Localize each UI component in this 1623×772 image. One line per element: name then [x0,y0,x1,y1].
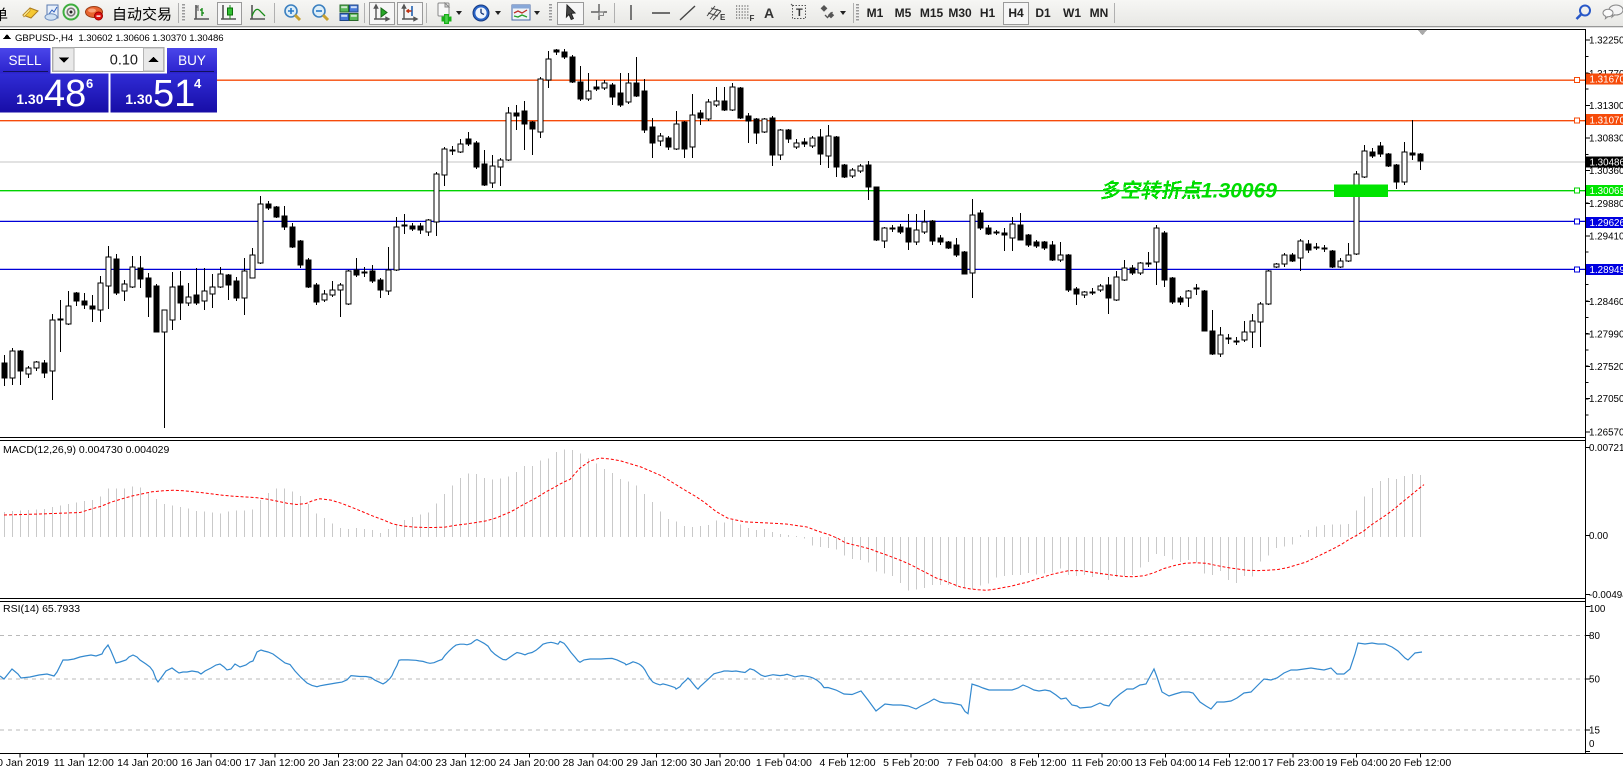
svg-text:1.27990: 1.27990 [1589,329,1623,340]
svg-text:17 Jan 12:00: 17 Jan 12:00 [244,757,305,769]
svg-text:4: 4 [194,76,202,91]
svg-text:1.32250: 1.32250 [1589,36,1623,47]
svg-text:0: 0 [1589,739,1595,750]
svg-text:-0.004941: -0.004941 [1589,590,1623,601]
svg-text:16 Jan 04:00: 16 Jan 04:00 [181,757,242,769]
svg-text:E: E [720,13,726,22]
svg-text:1.31300: 1.31300 [1589,101,1623,112]
svg-text:13 Feb 04:00: 13 Feb 04:00 [1135,757,1197,769]
svg-text:1.26570: 1.26570 [1589,427,1623,438]
svg-text:RSI(14) 65.7933: RSI(14) 65.7933 [3,603,80,615]
svg-text:17 Feb 23:00: 17 Feb 23:00 [1262,757,1324,769]
svg-text:F: F [750,14,755,23]
svg-text:1.31070: 1.31070 [1590,115,1623,126]
svg-text:SELL: SELL [8,53,42,68]
svg-text:1.27050: 1.27050 [1589,394,1623,405]
svg-text:6: 6 [86,76,93,91]
svg-text:20 Jan 23:00: 20 Jan 23:00 [308,757,369,769]
svg-text:22 Jan 04:00: 22 Jan 04:00 [372,757,433,769]
svg-text:1.30360: 1.30360 [1589,166,1623,177]
svg-text:1.29410: 1.29410 [1589,232,1623,243]
svg-text:GBPUSD-,H4 1.30602 1.30606 1.: GBPUSD-,H4 1.30602 1.30606 1.30370 1.304… [15,33,224,44]
svg-text:1.31670: 1.31670 [1590,75,1623,86]
svg-text:0.10: 0.10 [110,53,138,69]
svg-text:10 Jan 2019: 10 Jan 2019 [0,757,49,769]
svg-text:24 Jan 20:00: 24 Jan 20:00 [499,757,560,769]
svg-text:19 Feb 04:00: 19 Feb 04:00 [1326,757,1388,769]
svg-text:MACD(12,26,9) 0.004730 0.00402: MACD(12,26,9) 0.004730 0.004029 [3,444,170,456]
svg-text:1 Feb 04:00: 1 Feb 04:00 [756,757,812,769]
svg-text:1.29880: 1.29880 [1589,199,1623,210]
svg-text:1.30486: 1.30486 [1590,158,1623,169]
svg-text:1.27520: 1.27520 [1589,362,1623,373]
svg-text:4 Feb 12:00: 4 Feb 12:00 [819,757,875,769]
svg-text:1.30830: 1.30830 [1589,134,1623,145]
svg-text:15: 15 [1589,725,1600,736]
svg-text:28 Jan 04:00: 28 Jan 04:00 [563,757,624,769]
svg-text:30 Jan 20:00: 30 Jan 20:00 [690,757,751,769]
svg-text:1.28460: 1.28460 [1589,297,1623,308]
svg-text:1.30069: 1.30069 [1201,180,1277,203]
svg-text:20 Feb 12:00: 20 Feb 12:00 [1389,757,1451,769]
svg-text:80: 80 [1589,631,1600,642]
svg-text:11 Feb 20:00: 11 Feb 20:00 [1072,757,1133,769]
svg-text:50: 50 [1589,675,1600,686]
svg-text:1.30: 1.30 [125,91,152,107]
svg-text:5 Feb 20:00: 5 Feb 20:00 [883,757,939,769]
svg-text:0.007216: 0.007216 [1589,443,1623,454]
svg-text:23 Jan 12:00: 23 Jan 12:00 [435,757,496,769]
svg-text:1.29626: 1.29626 [1590,218,1623,229]
svg-text:48: 48 [44,73,86,115]
svg-text:1.30069: 1.30069 [1590,186,1623,197]
svg-text:14 Feb 12:00: 14 Feb 12:00 [1198,757,1260,769]
svg-text:29 Jan 12:00: 29 Jan 12:00 [626,757,687,769]
svg-text:100: 100 [1589,604,1606,615]
svg-text:T: T [796,7,803,19]
svg-text:51: 51 [153,73,195,115]
svg-text:1.30: 1.30 [16,91,43,107]
svg-text:1.28949: 1.28949 [1590,265,1623,276]
svg-text:BUY: BUY [178,53,206,68]
svg-text:8 Feb 12:00: 8 Feb 12:00 [1010,757,1066,769]
svg-text:14 Jan 20:00: 14 Jan 20:00 [117,757,178,769]
svg-text:7 Feb 04:00: 7 Feb 04:00 [947,757,1003,769]
svg-text:11 Jan 12:00: 11 Jan 12:00 [54,757,114,769]
svg-text:0.00: 0.00 [1589,531,1609,542]
